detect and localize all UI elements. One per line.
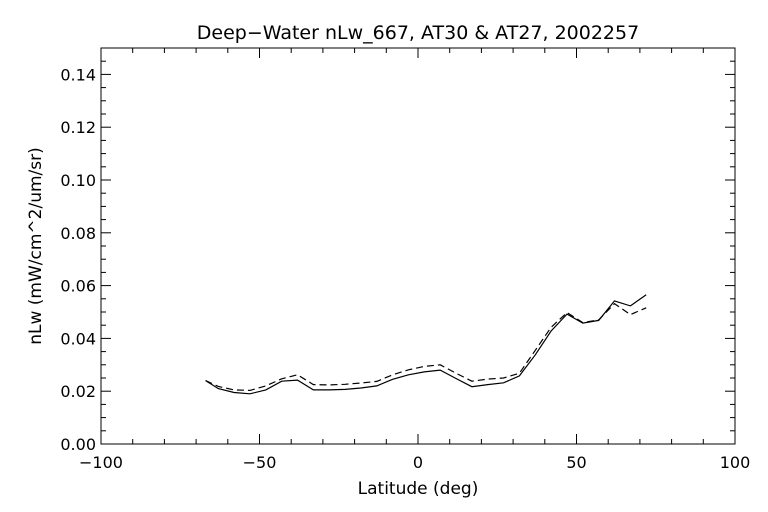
plot-frame [100,47,736,445]
y-tick-label: 0.00 [60,435,96,454]
chart-title: Deep−Water nLw_667, AT30 & AT27, 2002257 [197,22,639,44]
y-tick-label: 0.02 [60,382,96,401]
y-tick-labels: 0.00 0.02 0.04 0.06 0.08 0.10 0.12 0.14 [60,65,96,454]
x-axis-label: Latitude (deg) [358,479,479,499]
x-tick-label: 100 [720,453,751,472]
major-ticks [100,48,736,445]
series-lines [205,294,647,395]
y-axis-label: nLw (mW/cm^2/um/sr) [26,147,46,345]
x-tick-label: −50 [243,453,277,472]
series-line-dashed [205,302,647,392]
y-tick-label: 0.06 [60,277,96,296]
series-line-solid [205,294,647,395]
x-tick-label: 50 [566,453,586,472]
x-tick-label: 0 [413,453,423,472]
y-tick-label: 0.04 [60,329,96,348]
y-tick-label: 0.08 [60,224,96,243]
x-tick-label: −100 [79,453,123,472]
y-tick-label: 0.12 [60,118,96,137]
y-tick-label: 0.10 [60,171,96,190]
x-tick-labels: −100 −50 0 50 100 [79,453,750,472]
y-tick-label: 0.14 [60,65,96,84]
minor-ticks [101,47,735,444]
